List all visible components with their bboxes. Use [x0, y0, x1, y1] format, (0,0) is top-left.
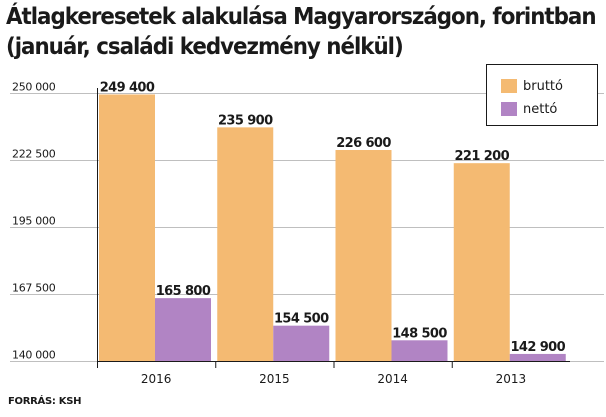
value-label-netto-2014: 148 500 [392, 326, 447, 341]
y-tick-label-2: 195 000 [12, 215, 56, 228]
value-labels: 249 400 165 800 235 900 154 500 226 600 148 5… [100, 80, 567, 355]
legend-swatch-netto [501, 102, 517, 116]
bar-netto-2014 [391, 340, 448, 361]
value-label-brutto-2016: 249 400 [100, 80, 155, 95]
y-tick-label-1: 167 500 [12, 282, 56, 295]
source-note: FORRÁS: KSH [8, 396, 82, 407]
y-tick-label-0: 140 000 [12, 349, 56, 362]
legend-item-brutto: bruttó [501, 78, 563, 94]
title-line-2: (január, családi kedvezmény nélkül) [6, 34, 404, 60]
value-label-brutto-2014: 226 600 [336, 136, 391, 151]
bar-brutto-2013 [453, 163, 510, 361]
y-tick-label-4: 250 000 [12, 81, 56, 94]
bar-brutto-2015 [217, 127, 274, 362]
value-label-netto-2015: 154 500 [274, 312, 329, 327]
bar-netto-2013 [509, 353, 566, 361]
bar-netto-2016 [155, 298, 211, 361]
bar-netto-2015 [273, 325, 330, 361]
title-line-1: Átlagkeresetek alakulása Magyarországon,… [6, 4, 597, 30]
legend-label-brutto: bruttó [523, 78, 563, 94]
y-tick-label-3: 222 500 [12, 148, 56, 161]
y-axis-tick-labels: 140 000 167 500 195 000 222 500 250 000 [12, 81, 56, 362]
value-label-brutto-2015: 235 900 [218, 113, 273, 128]
value-label-netto-2013: 142 900 [510, 340, 565, 355]
legend-swatch-brutto [501, 79, 517, 93]
x-tick-label-2015: 2015 [259, 372, 290, 386]
bars [99, 94, 566, 362]
x-axis-tick-labels: 2016 2015 2014 2013 [141, 361, 526, 386]
x-tick-label-2013: 2013 [496, 372, 527, 386]
bar-brutto-2014 [335, 150, 392, 361]
chart-title: Átlagkeresetek alakulása Magyarországon,… [6, 2, 597, 62]
value-label-brutto-2013: 221 200 [454, 149, 509, 164]
x-tick-label-2014: 2014 [377, 372, 408, 386]
bar-brutto-2016 [99, 94, 155, 361]
value-label-netto-2016: 165 800 [156, 284, 211, 299]
legend-label-netto: nettó [523, 101, 558, 117]
legend: bruttó nettó [486, 64, 598, 126]
x-tick-label-2016: 2016 [141, 372, 172, 386]
legend-item-netto: nettó [501, 101, 558, 117]
